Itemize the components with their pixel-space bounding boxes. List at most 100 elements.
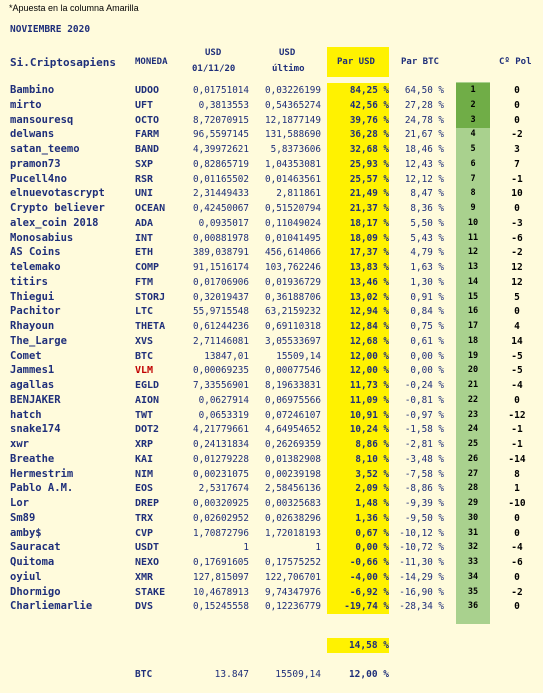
coin-symbol: VLM [135, 365, 154, 377]
usd-start-value: 0,82865719 [193, 158, 249, 170]
usd-start-value: 0,02602952 [193, 512, 249, 524]
par-usd-cell-highlight [327, 584, 389, 600]
par-usd-value: 32,68 % [349, 144, 389, 155]
participant-name: Bambino [10, 84, 55, 96]
usd-start-value: 0,01279228 [193, 453, 249, 465]
position-change: 10 [511, 188, 523, 200]
usd-last-value: 131,588690 [265, 129, 321, 141]
table-row: pramon73 SXP 0,82865719 1,04353081 25,93 % 12… [0, 156, 543, 172]
par-usd-value: 18,17 % [349, 217, 389, 229]
par-btc-value: 27,28 % [404, 99, 444, 111]
par-usd-value: 11,09 % [349, 394, 389, 406]
rank-number: 7 [470, 173, 476, 184]
table-row: Rhayoun THETA 0,61244236 0,69110318 12,84 % 0… [0, 319, 543, 334]
usd-last-value: 103,762246 [265, 262, 321, 273]
coin-symbol: NIM [135, 468, 154, 480]
participant-name: Pablo A.M. [10, 482, 74, 495]
par-usd-cell-highlight [327, 378, 389, 393]
usd-last-value: 0,01041495 [265, 232, 321, 244]
rank-number: 36 [467, 601, 479, 612]
usd-last-value: 3,05533697 [265, 335, 321, 347]
par-btc-value: -9,39 % [404, 498, 444, 509]
table-row: Dhormigo STAKE 10,4678913 9,74347976 -6,92 %… [0, 584, 543, 600]
usd-last-value: 0,69110318 [265, 321, 321, 332]
position-change: -2 [511, 586, 523, 598]
usd-last-value: 0,01463561 [265, 173, 321, 185]
usd-start-value: 389,038791 [193, 247, 249, 259]
participant-name: Sm89 [10, 511, 36, 524]
participant-name: Sauracat [10, 541, 61, 554]
par-btc-value: -28,34 % [399, 601, 444, 613]
coin-symbol: FARM [135, 129, 160, 141]
rank-number: 35 [467, 586, 479, 597]
par-usd-value: 12,68 % [349, 335, 389, 347]
rank-number: 20 [467, 365, 479, 376]
par-usd-value: 21,49 % [349, 188, 389, 200]
table-row: telemako COMP 91,1516174 103,762246 13,83 % 1… [0, 260, 543, 275]
usd-start-value: 0,32019437 [193, 291, 249, 303]
par-usd-cell-highlight [327, 201, 389, 216]
table-row: Comet BTC 13847,01 15509,14 12,00 % 0,00 % 19 -… [0, 348, 543, 364]
coin-column-header: MONEDA [135, 57, 168, 67]
par-btc-value: 24,78 % [404, 114, 444, 126]
coin-symbol: CVP [135, 527, 154, 539]
usd-start-value: 0,00069235 [193, 365, 249, 377]
participant-name: xwr [10, 438, 29, 450]
par-usd-value: -19,74 % [344, 601, 389, 613]
table-row: Breathe KAI 0,01279228 0,01382908 8,10 % -3,4… [0, 451, 543, 467]
usd-last-value: 0,36188706 [265, 291, 321, 303]
usd-last-value: 0,17575252 [265, 557, 321, 568]
par-usd-cell-highlight [327, 333, 389, 349]
table-row: xwr XRP 0,24131834 0,26269359 8,86 % -2,81 % 2… [0, 437, 543, 452]
coin-symbol: OCEAN [135, 203, 166, 214]
par-usd-cell-highlight [327, 274, 389, 290]
usd-last-value: 0,01936729 [265, 276, 321, 288]
par-btc-value: 8,36 % [410, 203, 444, 214]
par-usd-cell-highlight [327, 245, 389, 261]
participant-name: mansouresq [10, 113, 74, 126]
rank-number: 23 [467, 409, 479, 420]
par-usd-value: 13,83 % [349, 262, 389, 273]
position-change: -3 [511, 217, 523, 229]
rank-number: 15 [467, 291, 479, 302]
table-row: elnuevotascrypt UNI 2,31449433 2,811861 21,4… [0, 186, 543, 202]
table-row: Monosabius INT 0,00881978 0,01041495 18,09 %… [0, 230, 543, 246]
par-usd-value: 39,76 % [349, 114, 389, 126]
table-row: Thiegui STORJ 0,32019437 0,36188706 13,02 % 0… [0, 289, 543, 305]
table-row: titirs FTM 0,01706906 0,01936729 13,46 % 1,30… [0, 274, 543, 290]
participant-name: satan_teemo [10, 143, 80, 155]
footer-par-usd: 12,00 % [348, 669, 389, 680]
participant-name: Hermestrim [10, 467, 74, 480]
rank-number: 3 [470, 114, 476, 125]
par-usd-cell-highlight [327, 496, 389, 511]
par-btc-value: 0,91 % [410, 291, 444, 303]
coin-symbol: USDT [135, 542, 160, 554]
usd-last-value: 2,811861 [276, 188, 321, 200]
par-usd-cell-highlight [327, 407, 389, 423]
participant-name: agallas [10, 379, 55, 391]
participant-name: delwans [10, 128, 55, 141]
par-btc-value: 5,50 % [410, 217, 444, 229]
usd-start-value: 0,01751014 [193, 85, 249, 96]
par-btc-value: -3,48 % [404, 453, 444, 465]
position-change: 0 [514, 203, 520, 214]
usd-start-value: 2,5317674 [198, 483, 249, 495]
coin-symbol: THETA [135, 321, 166, 332]
usd-last-value: 0,01382908 [265, 453, 321, 465]
par-btc-value: -14,29 % [399, 571, 444, 583]
participant-name: snake174 [10, 423, 61, 436]
usd-start-value: 0,00231075 [193, 468, 249, 480]
par-btc-value: 18,46 % [404, 144, 444, 155]
coin-symbol: DOT2 [135, 424, 160, 436]
coin-symbol: XMR [135, 571, 154, 583]
participant-name: BENJAKER [10, 393, 61, 406]
table-row: alex_coin 2018 ADA 0,0935017 0,11049024 18,1… [0, 215, 543, 231]
table-row: Bambino UDOO 0,01751014 0,03226199 84,25 % 64… [0, 83, 543, 98]
rank-top-highlight [456, 83, 490, 98]
position-change-column-header: Cº Pol [499, 57, 532, 67]
par-usd-cell-highlight [327, 599, 389, 615]
rank-number: 13 [467, 262, 479, 272]
par-usd-cell-highlight [327, 422, 389, 438]
usd-start-value: 0,0653319 [198, 409, 249, 421]
coin-symbol: AION [135, 394, 160, 406]
